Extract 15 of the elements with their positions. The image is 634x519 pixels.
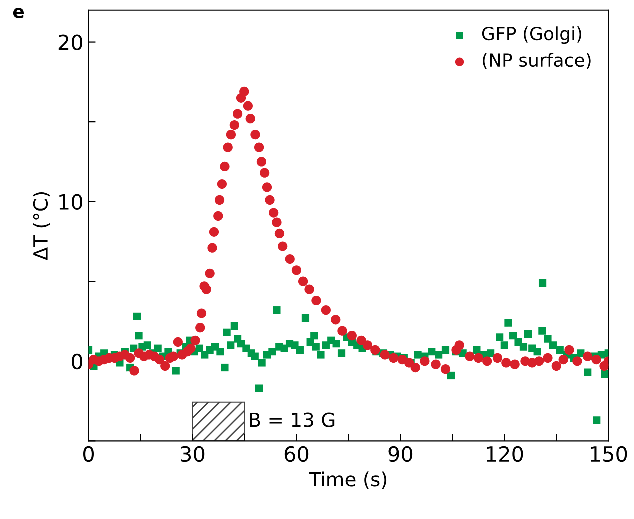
y-axis-title: ΔT (°C) bbox=[33, 192, 50, 261]
band-label: B = 13 G bbox=[250, 412, 335, 428]
x-axis-title: Time (s) bbox=[309, 472, 387, 490]
x-tick-label: 30 bbox=[181, 446, 205, 462]
legend-label: GFP (Golgi) bbox=[482, 26, 582, 44]
x-tick-label: 60 bbox=[284, 446, 309, 462]
y-tick-label: 10 bbox=[60, 194, 83, 210]
y-tick-label: 20 bbox=[58, 34, 83, 50]
x-tick-label: 90 bbox=[388, 446, 413, 462]
text: e bbox=[13, 8, 24, 18]
legend-label: (NP surface) bbox=[482, 53, 591, 70]
x-tick-label: 120 bbox=[487, 446, 524, 462]
y-tick-label: 0 bbox=[72, 354, 83, 370]
x-tick-label: 150 bbox=[591, 446, 628, 462]
x-tick-label: 0 bbox=[84, 446, 94, 462]
